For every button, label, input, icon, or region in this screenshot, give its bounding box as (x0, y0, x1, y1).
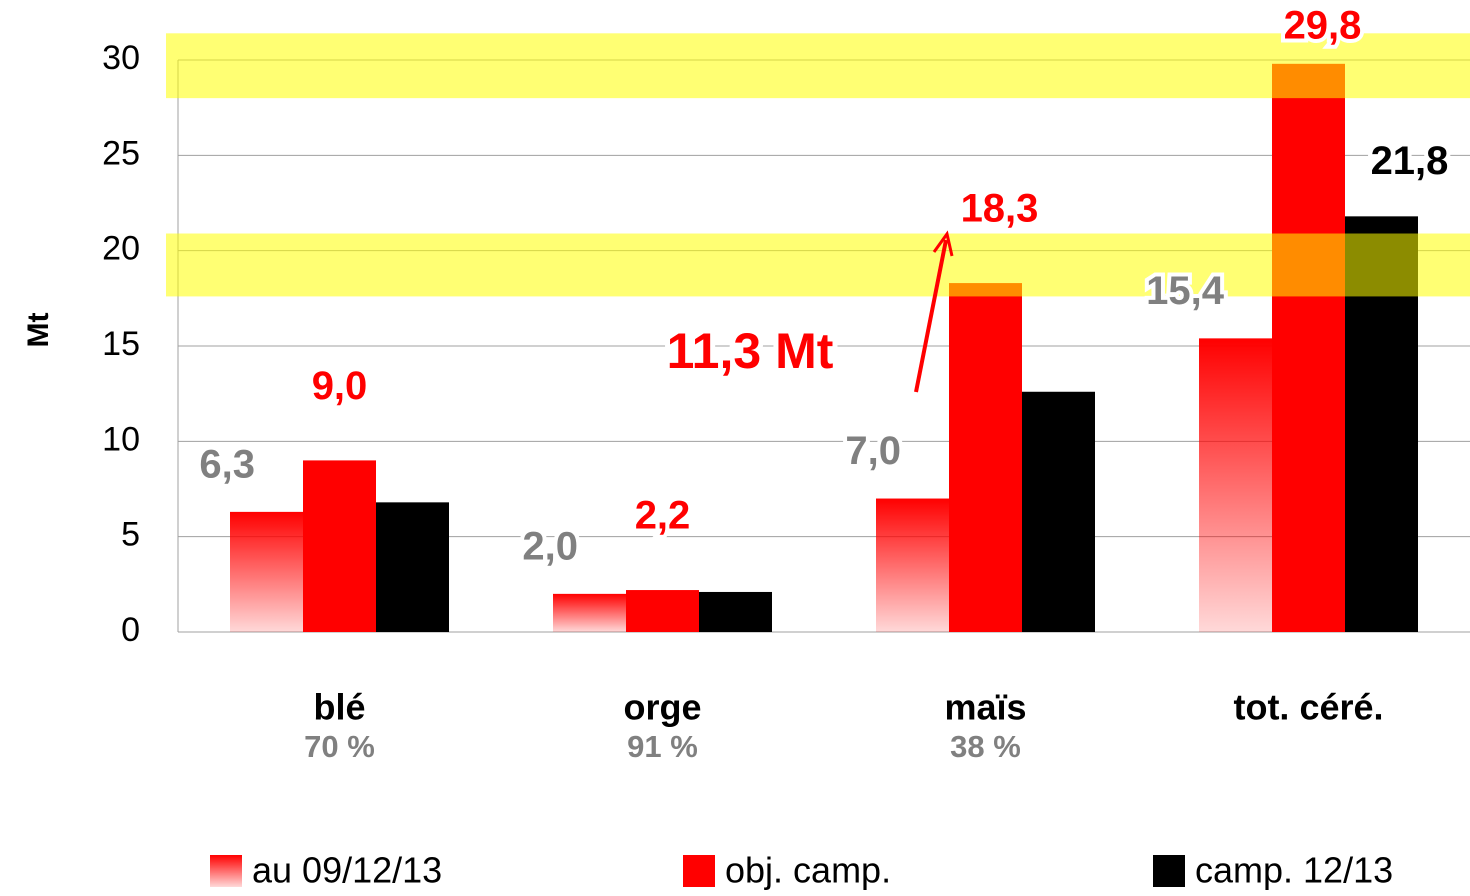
x-tick-label: orge (623, 687, 701, 728)
annotation: 11,3 Mt (667, 323, 834, 379)
bar (1199, 338, 1272, 632)
bar (949, 283, 1022, 632)
legend-swatch (683, 855, 715, 887)
y-axis-label: Mt (22, 313, 55, 348)
value-label: 6,3 (199, 442, 255, 486)
y-tick-label: 30 (102, 39, 140, 77)
x-tick-sublabel: 38 % (950, 729, 1021, 764)
y-tick-label: 5 (121, 516, 140, 554)
legend-label: obj. camp. (725, 850, 891, 891)
bar (553, 593, 626, 632)
bar (876, 498, 949, 632)
bar (376, 502, 449, 632)
value-label: 18,3 (961, 187, 1039, 231)
value-label: 15,4 (1146, 269, 1225, 313)
y-tick-label: 10 (102, 420, 140, 458)
bar (1272, 63, 1345, 632)
y-tick-label: 0 (121, 611, 140, 649)
y-tick-label: 15 (102, 325, 140, 363)
x-tick-sublabel: 70 % (304, 729, 375, 764)
legend-swatch (210, 855, 242, 887)
y-tick-label: 25 (102, 134, 140, 172)
value-label: 7,0 (845, 429, 901, 473)
legend-swatch (1153, 855, 1185, 887)
value-label: 2,0 (522, 524, 578, 568)
x-tick-label: blé (313, 687, 365, 728)
bar (303, 460, 376, 632)
value-label: 9,0 (312, 364, 368, 408)
value-label: 29,8 (1284, 4, 1362, 48)
x-tick-label: tot. céré. (1233, 687, 1383, 728)
legend-label: camp. 12/13 (1195, 850, 1393, 891)
y-tick-label: 20 (102, 230, 140, 268)
bar (1022, 391, 1095, 632)
bar (626, 590, 699, 632)
bar (230, 511, 303, 632)
highlight-band (166, 33, 1470, 99)
x-tick-label: maïs (944, 687, 1026, 728)
annotation-arrowhead (932, 230, 954, 257)
x-tick-sublabel: 91 % (627, 729, 698, 764)
legend-label: au 09/12/13 (252, 850, 442, 891)
bar (699, 591, 772, 632)
highlight-band (166, 233, 1470, 297)
value-label: 2,2 (635, 494, 691, 538)
value-label: 21,8 (1371, 139, 1449, 183)
annotation-arrow (914, 239, 948, 393)
